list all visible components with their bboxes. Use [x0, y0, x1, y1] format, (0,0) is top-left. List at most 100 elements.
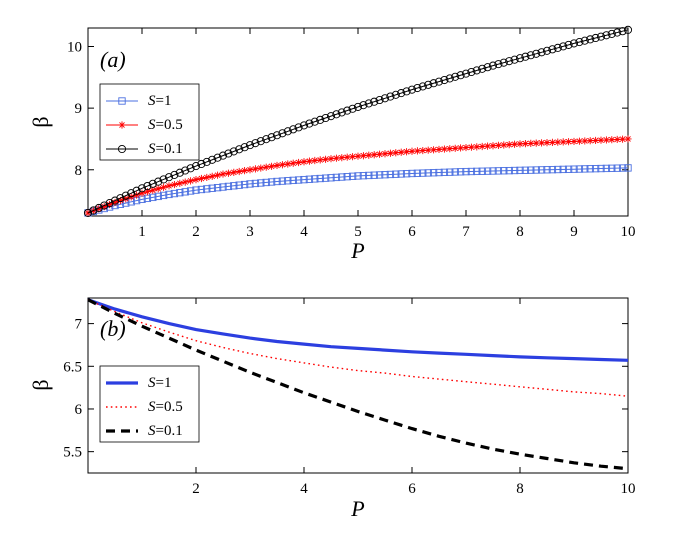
data-point-s2 [500, 141, 508, 149]
data-point-s1 [332, 173, 341, 182]
data-point-s2 [116, 196, 124, 205]
data-point-s2 [246, 166, 254, 174]
panel-a-legend-entry-3: S=0.1 [148, 141, 183, 157]
data-point-s1 [278, 177, 287, 185]
data-point-s3 [100, 201, 109, 210]
data-point-s3 [348, 104, 357, 113]
data-point-s3 [596, 32, 606, 41]
data-point-s1 [219, 183, 227, 191]
data-point-s1 [321, 174, 330, 182]
x-tick-label: 4 [300, 481, 308, 497]
data-point-s2 [111, 198, 119, 207]
data-point-s3 [402, 87, 411, 96]
data-point-s2 [484, 142, 492, 150]
data-point-s1 [354, 172, 362, 180]
data-point-s1 [262, 178, 270, 187]
data-point-s3 [213, 153, 222, 162]
data-point-s2 [343, 153, 351, 161]
data-point-s3 [418, 82, 427, 91]
data-point-s2 [300, 158, 308, 166]
data-point-s3 [83, 208, 93, 217]
data-point-s2 [397, 148, 405, 156]
x-tick-label: 2 [192, 224, 200, 240]
data-point-s1 [305, 175, 314, 183]
data-point-s1 [570, 165, 578, 173]
panel-a-series [83, 25, 633, 217]
y-tick-label: 6 [75, 402, 83, 418]
legend-marker-s3 [117, 144, 127, 154]
data-point-s1 [338, 173, 346, 181]
data-point-s3 [542, 46, 552, 55]
data-point-s3 [202, 157, 211, 166]
data-point-s3 [235, 145, 244, 154]
data-point-s2 [251, 165, 259, 173]
x-tick-label: 10 [621, 481, 636, 497]
data-point-s3 [359, 101, 368, 110]
panel-b-ylabel: β [28, 379, 53, 390]
data-point-s1 [392, 170, 400, 178]
panel-b-series [87, 298, 629, 471]
data-point-s3 [159, 175, 168, 184]
data-point-s3 [127, 189, 136, 198]
data-point-s3 [515, 54, 525, 63]
data-point-s3 [613, 28, 622, 37]
data-point-s3 [94, 203, 103, 213]
data-point-s3 [364, 99, 373, 108]
data-point-s1 [478, 167, 486, 175]
panel-a-legend-val-2: =0.5 [156, 117, 183, 133]
panel-a-ylabel: β [28, 116, 53, 127]
data-point-s3 [121, 191, 130, 200]
data-point-s2 [538, 139, 546, 147]
data-point-s3 [618, 27, 627, 36]
data-point-s1 [197, 185, 206, 194]
data-point-s3 [164, 173, 174, 182]
data-point-s2 [516, 140, 524, 148]
data-point-s2 [154, 185, 162, 193]
data-point-s3 [526, 51, 535, 60]
data-point-s1 [257, 179, 265, 187]
data-point-s1 [564, 165, 573, 173]
data-point-s3 [380, 94, 390, 103]
data-point-s3 [440, 75, 449, 85]
data-point-s3 [564, 40, 573, 49]
panel-a-legend: S=1 S=0.5 S=0.1 [99, 83, 200, 161]
data-point-s2 [473, 143, 481, 151]
data-point-s3 [397, 89, 406, 98]
data-point-s3 [429, 79, 438, 88]
data-point-s2 [608, 136, 616, 144]
data-point-s2 [592, 136, 600, 145]
panel-b: 2 4 6 8 105.566.57 (b) P β S=1 S=0.5 S=0.1 [28, 297, 636, 521]
panel-a-legend-var-2: S [148, 117, 156, 133]
data-point-s1 [327, 174, 335, 182]
data-point-s3 [370, 97, 379, 106]
data-point-s3 [451, 72, 460, 81]
data-point-s2 [413, 147, 421, 155]
data-point-s2 [532, 139, 540, 147]
data-point-s3 [294, 123, 303, 132]
panel-b-legend-var-1: S [148, 375, 156, 391]
data-point-s2 [338, 154, 346, 162]
data-point-s1 [613, 164, 621, 172]
data-point-s3 [105, 199, 114, 208]
data-point-s3 [326, 112, 336, 121]
data-point-s1 [370, 171, 378, 179]
y-tick-label: 8 [75, 163, 83, 179]
data-point-s1 [316, 174, 324, 183]
x-tick-label: 4 [300, 224, 308, 240]
y-tick-label: 5.5 [63, 445, 82, 461]
data-point-s2 [365, 151, 373, 159]
panel-a-legend-val-1: =1 [156, 93, 172, 109]
data-point-s2 [381, 150, 389, 158]
data-point-s1 [483, 167, 492, 175]
data-point-s3 [175, 168, 184, 177]
data-point-s2 [203, 173, 211, 182]
panel-a-legend-entry-2: S=0.5 [148, 117, 183, 133]
data-point-s1 [494, 167, 503, 175]
data-point-s1 [235, 181, 243, 189]
data-point-s2 [419, 146, 427, 155]
data-point-s3 [154, 177, 163, 186]
data-point-s3 [494, 60, 503, 69]
data-point-s3 [434, 77, 444, 86]
x-tick-label: 6 [408, 224, 416, 240]
